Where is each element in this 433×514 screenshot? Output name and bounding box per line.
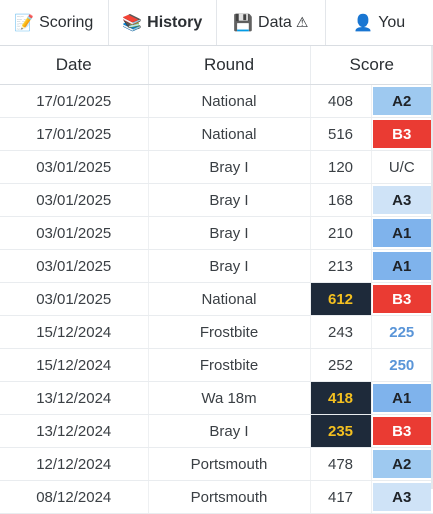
row-score: 210: [310, 217, 371, 250]
table-header-row: Date Round Score: [0, 46, 433, 85]
row-score: 252: [310, 349, 371, 382]
row-score: 478: [310, 448, 371, 481]
tab-label: You: [378, 14, 405, 32]
row-date: 03/01/2025: [0, 151, 148, 184]
row-grade-cell: U/C: [371, 151, 433, 184]
row-round: Bray I: [148, 184, 310, 217]
row-date: 13/12/2024: [0, 382, 148, 415]
grade-badge: 225: [373, 318, 432, 346]
row-score: 417: [310, 481, 371, 514]
row-grade-cell: B3: [371, 283, 433, 316]
row-grade-cell: A2: [371, 448, 433, 481]
tab-label: History: [147, 14, 202, 32]
grade-badge: A3: [373, 483, 432, 511]
row-round: Portsmouth: [148, 448, 310, 481]
user-icon: 👤: [353, 13, 373, 33]
row-grade-cell: A1: [371, 217, 433, 250]
tab-data[interactable]: 💾 Data ⚠: [217, 0, 326, 45]
row-round: Frostbite: [148, 349, 310, 382]
row-grade-cell: A3: [371, 184, 433, 217]
row-round: Frostbite: [148, 316, 310, 349]
row-date: 03/01/2025: [0, 184, 148, 217]
row-round: National: [148, 118, 310, 151]
row-date: 12/12/2024: [0, 448, 148, 481]
row-grade-cell: A2: [371, 85, 433, 118]
tab-bar: 📝 Scoring 📚 History 💾 Data ⚠ 👤 You: [0, 0, 433, 46]
tab-you[interactable]: 👤 You: [326, 0, 433, 45]
grade-badge: B3: [373, 417, 432, 445]
row-score-highlighted: 612: [310, 283, 371, 316]
row-score: 243: [310, 316, 371, 349]
row-date: 15/12/2024: [0, 349, 148, 382]
row-date: 17/01/2025: [0, 85, 148, 118]
row-round: Bray I: [148, 217, 310, 250]
row-grade-cell: 225: [371, 316, 433, 349]
score-column-header[interactable]: Score: [310, 46, 433, 85]
row-round: Portsmouth: [148, 481, 310, 514]
row-date: 17/01/2025: [0, 118, 148, 151]
grade-badge: A1: [373, 219, 432, 247]
tab-label: Data: [258, 14, 292, 32]
tab-history[interactable]: 📚 History: [109, 0, 218, 45]
row-round: Bray I: [148, 151, 310, 184]
grade-badge: A1: [373, 252, 432, 280]
books-icon: 📚: [122, 13, 142, 33]
warning-icon: ⚠: [296, 14, 309, 31]
memo-icon: 📝: [14, 13, 34, 33]
date-column-header[interactable]: Date: [0, 46, 148, 85]
row-date: 15/12/2024: [0, 316, 148, 349]
row-grade-cell: A1: [371, 250, 433, 283]
grade-badge: A1: [373, 384, 432, 412]
grade-badge: 250: [373, 351, 432, 379]
row-date: 03/01/2025: [0, 250, 148, 283]
grade-badge: B3: [373, 120, 432, 148]
row-score: 213: [310, 250, 371, 283]
round-column-header[interactable]: Round: [148, 46, 310, 85]
row-round: Bray I: [148, 415, 310, 448]
row-grade-cell: B3: [371, 415, 433, 448]
grade-badge: A2: [373, 87, 432, 115]
row-round: Bray I: [148, 250, 310, 283]
row-score-highlighted: 235: [310, 415, 371, 448]
grade-badge: U/C: [373, 153, 432, 181]
row-date: 03/01/2025: [0, 283, 148, 316]
row-score-highlighted: 418: [310, 382, 371, 415]
row-grade-cell: 250: [371, 349, 433, 382]
row-date: 13/12/2024: [0, 415, 148, 448]
row-date: 08/12/2024: [0, 481, 148, 514]
row-grade-cell: A1: [371, 382, 433, 415]
row-round: National: [148, 283, 310, 316]
row-score: 168: [310, 184, 371, 217]
row-score: 516: [310, 118, 371, 151]
row-round: National: [148, 85, 310, 118]
grade-badge: A3: [373, 186, 432, 214]
tab-label: Scoring: [39, 14, 93, 32]
row-grade-cell: A3: [371, 481, 433, 514]
row-grade-cell: B3: [371, 118, 433, 151]
row-date: 03/01/2025: [0, 217, 148, 250]
row-score: 408: [310, 85, 371, 118]
row-score: 120: [310, 151, 371, 184]
floppy-disk-icon: 💾: [233, 13, 253, 33]
grade-badge: A2: [373, 450, 432, 478]
tab-scoring[interactable]: 📝 Scoring: [0, 0, 109, 45]
grade-badge: B3: [373, 285, 432, 313]
row-round: Wa 18m: [148, 382, 310, 415]
